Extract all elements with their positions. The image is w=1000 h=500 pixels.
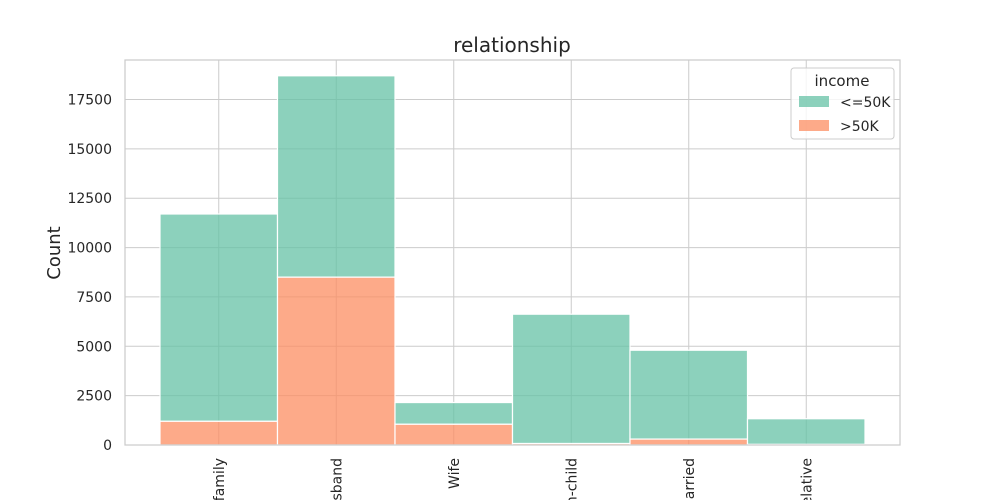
legend-swatch xyxy=(799,120,829,131)
legend-title: income xyxy=(815,72,870,90)
bar-segment-gt50k xyxy=(276,276,396,446)
bar-segment-gt50k xyxy=(394,423,514,446)
y-tick-label: 7500 xyxy=(76,290,112,306)
plot-area: 0 2500 5000 7500 10000 12500 15000 17500 family… xyxy=(67,59,901,500)
bar-segment-le50k xyxy=(276,75,396,278)
bar-segment-le50k xyxy=(394,401,514,425)
y-tick-label: 17500 xyxy=(67,92,112,108)
x-tick-label: Wife xyxy=(447,458,463,489)
x-tick-label: family xyxy=(212,458,228,500)
x-tick-label: elative xyxy=(799,458,815,500)
legend-swatch xyxy=(799,96,829,107)
y-tick-label: 15000 xyxy=(67,142,112,158)
y-axis-label: Count xyxy=(44,226,65,279)
bar-segment-le50k xyxy=(629,349,749,440)
bar-segment-le50k xyxy=(746,418,866,446)
y-tick-labels: 0 2500 5000 7500 10000 12500 15000 17500 xyxy=(67,92,112,454)
bar-segment-gt50k xyxy=(629,438,749,446)
y-tick-label: 12500 xyxy=(67,191,112,207)
axes-frame xyxy=(124,59,901,446)
chart-title: relationship xyxy=(453,33,571,57)
y-tick-label: 10000 xyxy=(67,241,112,257)
legend-label: <=50K xyxy=(840,95,891,111)
bar-segment-le50k xyxy=(511,313,631,445)
legend-label: >50K xyxy=(840,119,880,135)
y-tick-label: 0 xyxy=(103,438,112,454)
legend-entries: <=50K >50K xyxy=(799,95,891,135)
bar-segment-gt50k xyxy=(159,420,279,446)
y-tick-label: 2500 xyxy=(76,389,112,405)
bars-layer xyxy=(159,75,866,446)
y-tick-label: 5000 xyxy=(76,339,112,355)
bar-segment-le50k xyxy=(159,213,279,422)
x-tick-label: n-child xyxy=(564,458,580,500)
legend: income <=50K >50K xyxy=(790,67,895,140)
x-tick-label: arried xyxy=(682,458,698,499)
x-tick-labels: family sband Wife n-child arried elative xyxy=(212,458,816,500)
x-tick-label: sband xyxy=(329,458,345,500)
